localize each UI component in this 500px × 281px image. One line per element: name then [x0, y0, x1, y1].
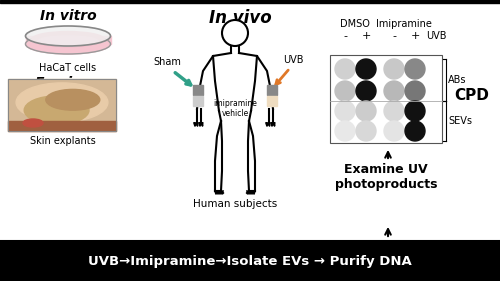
Text: Ex vivo: Ex vivo — [35, 76, 91, 90]
Text: +: + — [410, 31, 420, 41]
Bar — [0, 0, 500, 3]
Text: Skin explants: Skin explants — [30, 136, 96, 146]
Bar — [193, 96, 203, 106]
Text: ABs: ABs — [448, 75, 466, 85]
Circle shape — [356, 121, 376, 141]
Text: SEVs: SEVs — [448, 116, 472, 126]
Bar — [0, 241, 500, 243]
Text: Imipramine: Imipramine — [376, 19, 432, 29]
Text: CPD: CPD — [454, 88, 490, 103]
Ellipse shape — [26, 26, 110, 46]
Text: +: + — [362, 31, 370, 41]
Ellipse shape — [46, 89, 100, 110]
Circle shape — [405, 59, 425, 79]
Bar — [267, 96, 277, 106]
Circle shape — [405, 121, 425, 141]
Circle shape — [356, 101, 376, 121]
Bar — [267, 85, 277, 95]
Text: DMSO: DMSO — [340, 19, 370, 29]
Text: imipramine
vehicle: imipramine vehicle — [213, 99, 257, 118]
Text: Sham: Sham — [153, 57, 181, 67]
Ellipse shape — [32, 31, 104, 46]
Bar — [8, 79, 116, 131]
Bar — [26, 36, 111, 44]
Circle shape — [405, 101, 425, 121]
Text: HaCaT cells: HaCaT cells — [40, 63, 96, 73]
Text: UVB: UVB — [426, 31, 446, 41]
Text: UVB: UVB — [283, 55, 303, 65]
Circle shape — [335, 101, 355, 121]
Text: Human subjects: Human subjects — [193, 199, 277, 209]
Circle shape — [356, 59, 376, 79]
Bar — [0, 243, 500, 281]
Circle shape — [356, 81, 376, 101]
Circle shape — [384, 81, 404, 101]
Text: In vivo: In vivo — [208, 9, 272, 27]
Bar — [8, 79, 116, 131]
Ellipse shape — [16, 83, 108, 122]
Bar — [193, 85, 203, 95]
Circle shape — [405, 81, 425, 101]
Circle shape — [335, 121, 355, 141]
Circle shape — [384, 59, 404, 79]
Bar — [330, 55, 442, 143]
Circle shape — [222, 20, 248, 46]
Bar — [8, 121, 116, 131]
Circle shape — [384, 101, 404, 121]
Ellipse shape — [23, 119, 43, 127]
Text: Examine UV
photoproducts: Examine UV photoproducts — [335, 163, 437, 191]
Text: UVB→Imipramine→Isolate EVs → Purify DNA: UVB→Imipramine→Isolate EVs → Purify DNA — [88, 255, 412, 269]
Ellipse shape — [24, 96, 89, 124]
Text: -: - — [392, 31, 396, 41]
Ellipse shape — [26, 34, 110, 54]
Circle shape — [384, 121, 404, 141]
Circle shape — [335, 59, 355, 79]
Circle shape — [335, 81, 355, 101]
Text: In vitro: In vitro — [40, 9, 96, 23]
Text: -: - — [343, 31, 347, 41]
Ellipse shape — [38, 36, 98, 46]
